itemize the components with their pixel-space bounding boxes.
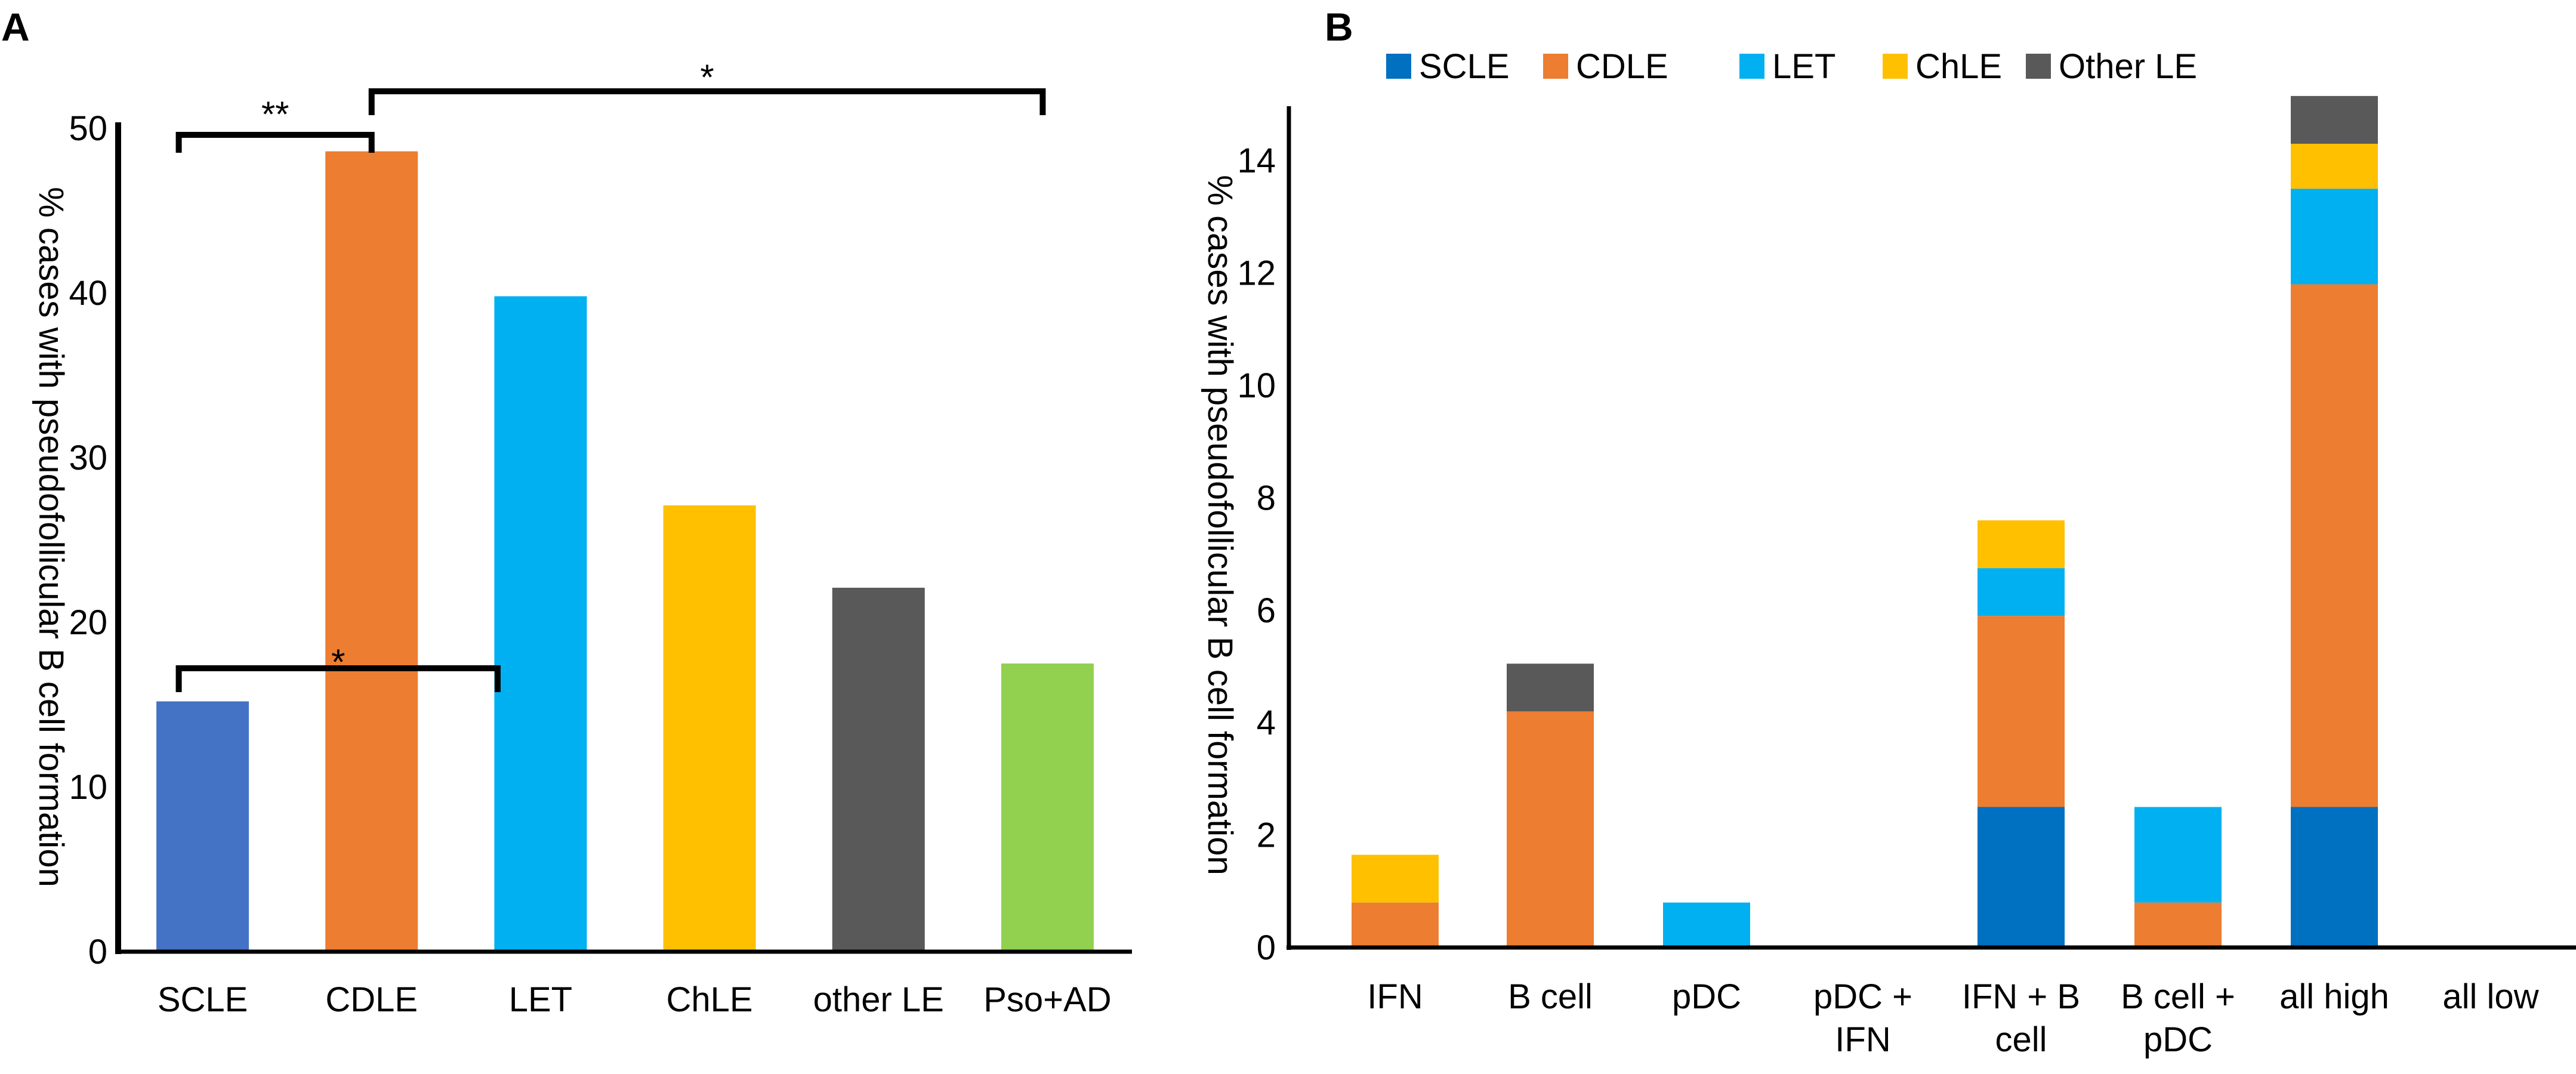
- panel-b-legend: SCLE CDLE LET ChLE Other LE: [1386, 47, 2197, 86]
- panel-b-bar-segment: [2291, 807, 2378, 948]
- panel-a-bar: [156, 701, 249, 952]
- panel-b-ticks: 0 2 4 6 8 10 12 14: [1237, 141, 1276, 967]
- panel-b-y-tick-label: 4: [1257, 703, 1276, 742]
- panel-a-y-tick-label: 10: [69, 768, 107, 807]
- panel-b-y-tick-label: 0: [1257, 928, 1276, 967]
- panel-a-bar: [1001, 663, 1094, 952]
- panel-a-significance-bracket: [175, 132, 375, 153]
- panel-b-bars: [1352, 95, 2378, 948]
- panel-b-bar-segment: [2134, 902, 2222, 948]
- panel-b: B % cases with pseudofollicular B cell f…: [1201, 5, 2576, 1059]
- panel-b-bar-segment: [2291, 95, 2378, 144]
- panel-b-y-tick-label: 8: [1257, 479, 1276, 517]
- panel-b-legend-label: LET: [1772, 47, 1835, 86]
- panel-a-bars: [156, 151, 1094, 952]
- panel-b-legend-label: Other LE: [2059, 47, 2197, 86]
- panel-a-significance: ****: [175, 57, 1046, 692]
- panel-a-letter: A: [1, 5, 30, 49]
- panel-b-x-tick-labels: IFN B cell pDC pDC + IFN IFN + B cell B cell + p…: [1367, 977, 2539, 1059]
- panel-b-y-tick-label: 14: [1237, 141, 1276, 180]
- panel-b-bar-segment: [2291, 143, 2378, 189]
- panel-b-bar-segment: [2291, 189, 2378, 285]
- panel-a-x-tick-labels: SCLE CDLE LET ChLE other LE Pso+AD: [158, 980, 1112, 1019]
- panel-b-bar-segment: [1507, 711, 1594, 948]
- panel-b-y-tick-label: 6: [1257, 591, 1276, 630]
- panel-b-x-tick-label: pDC: [2143, 1020, 2213, 1059]
- panel-a-bar: [832, 588, 925, 952]
- panel-b-bar-segment: [2134, 807, 2222, 903]
- panel-b-letter: B: [1325, 5, 1353, 49]
- panel-b-legend-label: ChLE: [1915, 47, 2002, 86]
- panel-a-significance-label: *: [700, 57, 714, 97]
- panel-a-bar: [325, 151, 418, 952]
- panel-a-x-tick-label: Pso+AD: [983, 980, 1111, 1019]
- panel-b-bar-segment: [2291, 284, 2378, 807]
- panel-a-ticks: 0 10 20 30 40 50: [69, 109, 107, 971]
- panel-b-x-tick-label: B cell: [1508, 977, 1593, 1016]
- panel-a-x-tick-label: SCLE: [158, 980, 248, 1019]
- panel-a-significance-bracket: [175, 665, 501, 692]
- panel-a-y-axis-label: % cases with pseudofollicular B cell for…: [32, 187, 70, 887]
- panel-b-legend-swatch: [1386, 54, 1411, 79]
- panel-b-legend-swatch: [2026, 54, 2051, 79]
- panel-a-x-tick-label: LET: [509, 980, 572, 1019]
- panel-b-x-tick-label: all high: [2279, 977, 2389, 1016]
- panel-b-x-tick-label: all low: [2442, 977, 2539, 1016]
- panel-b-y-tick-label: 12: [1237, 254, 1276, 293]
- panel-b-legend-label: CDLE: [1576, 47, 1668, 86]
- panel-b-x-tick-label: cell: [1995, 1020, 2047, 1059]
- panel-a-significance-label: *: [331, 642, 345, 682]
- panel-a-y-tick-label: 30: [69, 439, 107, 477]
- panel-b-x-tick-label: IFN + B: [1962, 977, 2080, 1016]
- panel-a-bar: [494, 296, 587, 952]
- panel-b-y-tick-label: 10: [1237, 366, 1276, 405]
- panel-a-x-tick-label: CDLE: [325, 980, 418, 1019]
- panel-a-x-tick-label: ChLE: [667, 980, 753, 1019]
- panel-b-legend-swatch: [1883, 54, 1908, 79]
- panel-b-y-axis-label: % cases with pseudofollicular B cell for…: [1201, 175, 1239, 875]
- panel-b-x-tick-label: pDC +: [1813, 977, 1912, 1016]
- panel-a-x-tick-label: other LE: [813, 980, 944, 1019]
- panel-b-bar-segment: [1977, 616, 2065, 807]
- panel-b-legend-label: SCLE: [1419, 47, 1510, 86]
- panel-a-y-tick-label: 20: [69, 603, 107, 642]
- panel-b-bar-segment: [1977, 568, 2065, 616]
- panel-b-bar-segment: [1507, 663, 1594, 712]
- panel-b-bar-segment: [1663, 902, 1750, 948]
- panel-b-x-tick-label: IFN: [1835, 1020, 1890, 1059]
- panel-b-bar-segment: [1352, 902, 1439, 948]
- panel-a-significance-bracket: [368, 88, 1046, 115]
- panel-a-y-tick-label: 0: [88, 933, 107, 971]
- panel-a-y-tick-label: 40: [69, 274, 107, 313]
- panel-a: A % cases with pseudofollicular B cell f…: [1, 5, 1132, 1019]
- panel-b-bar-segment: [1977, 520, 2065, 569]
- panel-a-significance-label: **: [261, 94, 289, 134]
- panel-b-y-tick-label: 2: [1257, 816, 1276, 855]
- panel-b-bar-segment: [1352, 854, 1439, 903]
- panel-b-bar-segment: [1977, 807, 2065, 948]
- panel-b-x-tick-label: IFN: [1367, 977, 1423, 1016]
- panel-a-y-tick-label: 50: [69, 109, 107, 148]
- panel-b-x-tick-label: B cell +: [2121, 977, 2235, 1016]
- panel-b-x-tick-label: pDC: [1672, 977, 1741, 1016]
- panel-a-bar: [663, 505, 756, 952]
- panel-b-legend-swatch: [1543, 54, 1568, 79]
- panel-b-legend-swatch: [1739, 54, 1764, 79]
